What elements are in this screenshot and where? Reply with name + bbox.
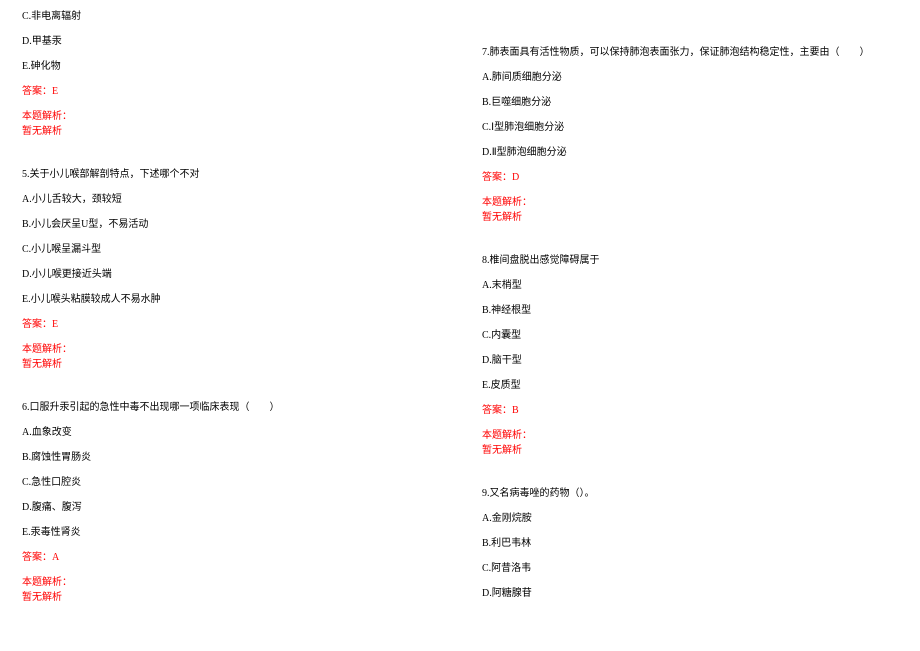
q8-option-d: D.脑干型 <box>482 354 902 367</box>
q4-explain-label: 本题解析： <box>22 110 442 123</box>
q6-option-c: C.急性口腔炎 <box>22 476 442 489</box>
q6-option-b: B.腐蚀性胃肠炎 <box>22 451 442 464</box>
q5-option-e: E.小儿喉头粘膜较成人不易水肿 <box>22 293 442 306</box>
q9-option-d: D.阿糖腺苷 <box>482 587 902 600</box>
q5-stem: 5.关于小儿喉部解剖特点，下述哪个不对 <box>22 168 442 181</box>
q8-explain-text: 暂无解析 <box>482 444 902 457</box>
q5-explain-text: 暂无解析 <box>22 358 442 371</box>
q8-answer: 答案：B <box>482 404 902 417</box>
q6-option-d: D.腹痛、腹泻 <box>22 501 442 514</box>
q5-option-b: B.小儿会厌呈U型，不易活动 <box>22 218 442 231</box>
q8-explain-label: 本题解析： <box>482 429 902 442</box>
q6-answer: 答案：A <box>22 551 442 564</box>
q5-explain-label: 本题解析： <box>22 343 442 356</box>
q6-explain-label: 本题解析： <box>22 576 442 589</box>
q6-option-e: E.汞毒性肾炎 <box>22 526 442 539</box>
q5-option-a: A.小儿舌较大，颈较短 <box>22 193 442 206</box>
q4-explain-text: 暂无解析 <box>22 125 442 138</box>
q4-option-e: E.砷化物 <box>22 60 442 73</box>
q7-stem: 7.肺表面具有活性物质，可以保持肺泡表面张力，保证肺泡结构稳定性，主要由（ ） <box>482 46 902 59</box>
spacer <box>482 236 902 254</box>
q4-option-c: C.非电离辐射 <box>22 10 442 23</box>
q8-stem: 8.椎间盘脱出感觉障碍属于 <box>482 254 902 267</box>
q9-option-b: B.利巴韦林 <box>482 537 902 550</box>
q9-option-c: C.阿昔洛韦 <box>482 562 902 575</box>
q5-answer: 答案：E <box>22 318 442 331</box>
q9-stem: 9.又名病毒唑的药物（）。 <box>482 487 902 500</box>
spacer <box>482 28 902 46</box>
q8-option-b: B.神经根型 <box>482 304 902 317</box>
q8-option-e: E.皮质型 <box>482 379 902 392</box>
q5-option-d: D.小儿喉更接近头端 <box>22 268 442 281</box>
q4-option-d: D.甲基汞 <box>22 35 442 48</box>
q5-option-c: C.小儿喉呈漏斗型 <box>22 243 442 256</box>
q8-option-c: C.内囊型 <box>482 329 902 342</box>
right-column: 7.肺表面具有活性物质，可以保持肺泡表面张力，保证肺泡结构稳定性，主要由（ ） … <box>482 10 902 612</box>
q7-answer: 答案：D <box>482 171 902 184</box>
spacer <box>482 469 902 487</box>
q7-explain-label: 本题解析： <box>482 196 902 209</box>
q6-option-a: A.血象改变 <box>22 426 442 439</box>
exam-page: C.非电离辐射 D.甲基汞 E.砷化物 答案：E 本题解析： 暂无解析 5.关于… <box>0 0 920 651</box>
q4-answer: 答案：E <box>22 85 442 98</box>
q7-option-b: B.巨噬细胞分泌 <box>482 96 902 109</box>
q7-option-c: C.Ⅰ型肺泡细胞分泌 <box>482 121 902 134</box>
q7-option-d: D.Ⅱ型肺泡细胞分泌 <box>482 146 902 159</box>
spacer <box>22 383 442 401</box>
q6-stem: 6.口服升汞引起的急性中毒不出现哪一项临床表现（ ） <box>22 401 442 414</box>
left-column: C.非电离辐射 D.甲基汞 E.砷化物 答案：E 本题解析： 暂无解析 5.关于… <box>22 10 442 616</box>
q7-explain-text: 暂无解析 <box>482 211 902 224</box>
q7-option-a: A.肺间质细胞分泌 <box>482 71 902 84</box>
q6-explain-text: 暂无解析 <box>22 591 442 604</box>
spacer <box>482 10 902 28</box>
q8-option-a: A.末梢型 <box>482 279 902 292</box>
spacer <box>22 150 442 168</box>
q9-option-a: A.金刚烷胺 <box>482 512 902 525</box>
